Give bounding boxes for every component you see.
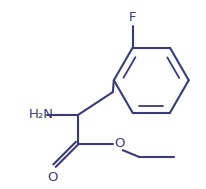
Text: O: O [114, 137, 124, 150]
Text: F: F [129, 11, 136, 24]
Text: O: O [48, 171, 58, 184]
Text: H₂N: H₂N [29, 108, 54, 121]
